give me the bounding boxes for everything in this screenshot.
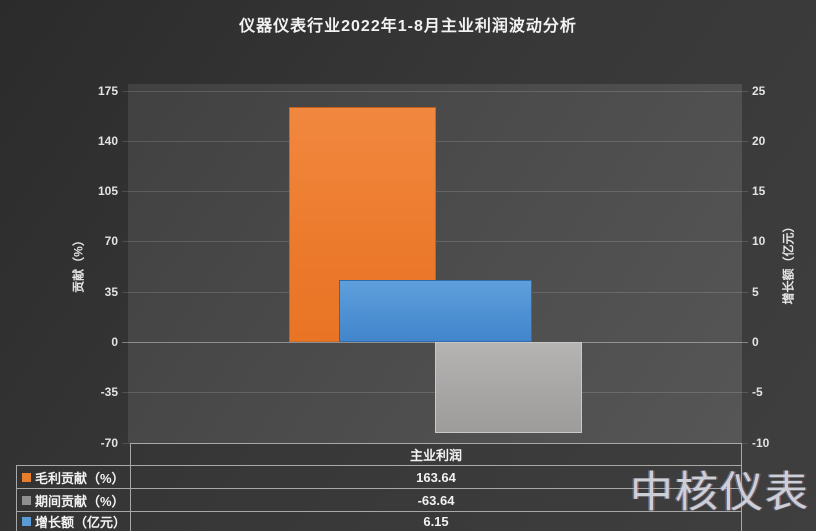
- table-category-header: 主业利润: [130, 443, 742, 466]
- bar-growth-amount: [339, 280, 532, 342]
- right-axis-tick-label: 25: [752, 84, 766, 98]
- legend-label: 增长额（亿元）: [35, 515, 127, 530]
- left-axis-title: 贡献（%）: [71, 234, 86, 293]
- right-axis-title: 增长额（亿元）: [781, 220, 796, 305]
- right-axis-tick-label: 5: [752, 285, 759, 299]
- legend-cell: 期间贡献（%）: [16, 488, 131, 512]
- left-axis-tick-label: 35: [104, 285, 118, 299]
- right-axis-tick-label: 20: [752, 134, 766, 148]
- right-axis-tick-label: 10: [752, 234, 766, 248]
- legend-cell: 毛利贡献（%）: [16, 465, 131, 489]
- right-axis-tick-label: -5: [752, 385, 763, 399]
- left-axis-tick-label: -70: [100, 436, 118, 450]
- watermark: 中核仪表: [630, 470, 810, 517]
- right-axis-tick-label: -10: [752, 436, 770, 450]
- bar-period-contribution: [435, 342, 582, 433]
- legend-swatch: [22, 517, 31, 526]
- legend-swatch: [22, 495, 31, 505]
- right-axis-tick-label: 15: [752, 184, 766, 198]
- data-table: 主业利润 毛利贡献（%） 163.64 期间贡献（%） -63.64 增长额（亿元） 6.1…: [16, 443, 742, 531]
- chart-title: 仪器仪表行业2022年1-8月主业利润波动分析: [239, 18, 577, 35]
- left-axis-tick-label: 105: [97, 184, 118, 198]
- left-axis-tick-label: 175: [97, 84, 118, 98]
- legend-label: 毛利贡献（%）: [35, 470, 125, 486]
- gridline-175: [122, 91, 748, 92]
- left-axis-tick-label: 0: [111, 335, 118, 349]
- legend-label: 期间贡献（%）: [35, 493, 125, 509]
- left-axis-tick-label: 140: [97, 134, 118, 148]
- legend-swatch: [22, 472, 31, 482]
- left-axis-tick-label: 70: [104, 234, 118, 248]
- legend-cell: 增长额（亿元）: [16, 511, 131, 531]
- value-cell: 6.15: [130, 511, 742, 531]
- right-axis-tick-label: 0: [752, 335, 759, 349]
- left-axis-tick-label: -35: [100, 385, 118, 399]
